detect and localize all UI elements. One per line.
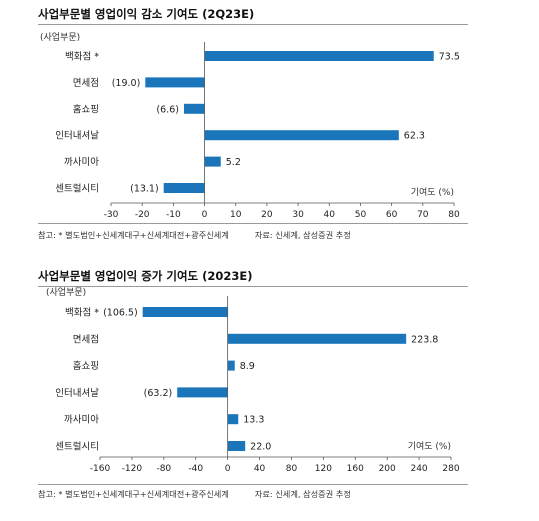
x-tick-label: 30 [292,210,304,220]
category-label: 까사미아 [64,415,99,426]
x-tick-label: -120 [122,464,143,474]
category-label: 인터내셔날 [55,388,99,399]
x-tick-label: -30 [104,210,119,220]
bar [227,414,239,425]
x-tick-label: -20 [135,210,150,220]
bar [204,130,399,141]
x-tick-label: 0 [202,210,208,220]
x-tick-label: 120 [315,464,332,474]
x-tick-label: 40 [254,464,266,474]
x-axis-label: 기여도 (%) [411,186,454,198]
chart-panel-1: 사업부문별 영업이익 감소 기여도 (2Q23E) (사업부문) 백화점 * 73.… [0,0,539,250]
category-header: (사업부문) [40,32,80,43]
x-tick-label: 20 [261,210,273,220]
bar-chart-1: (사업부문) 백화점 * 73.5 면세점 (19.0) 홈쇼핑 (6.6) 인터내셔날 62.… [40,32,460,220]
data-label: 5.2 [226,157,241,168]
category-label: 센트럴시티 [55,184,99,195]
bar [204,51,434,61]
category-header: (사업부문) [46,287,86,298]
data-label: 73.5 [439,52,460,63]
bar [163,183,205,193]
chart-note: 참고: * 별도법인+신세계대구+신세계대전+광주신세계 자료: 신세계, 삼성증… [38,488,351,500]
chart-note: 참고: * 별도법인+신세계대구+신세계대전+광주신세계 자료: 신세계, 삼성증… [38,229,351,241]
data-label: (6.6) [156,104,179,115]
chart-panel-2: 사업부문별 영업이익 증가 기여도 (2023E) (사업부문) 백화점 * (10… [0,262,539,521]
category-label: 홈쇼핑 [73,360,99,372]
bar [227,360,235,371]
data-label: 8.9 [240,361,255,372]
bar [183,103,205,114]
x-tick-label: 80 [286,464,298,474]
bar [204,156,221,167]
category-label: 인터내셔날 [55,131,99,142]
category-label: 홈쇼핑 [73,103,99,115]
data-label: (19.0) [112,78,141,89]
source: 자료: 신세계, 삼성증권 추정 [254,230,351,240]
x-tick-label: 160 [347,464,364,474]
x-tick-label: 280 [442,464,459,474]
x-tick-label: 240 [410,464,427,474]
data-label: 62.3 [404,131,425,142]
data-label: (13.1) [130,184,159,195]
category-label: 센트럴시티 [55,442,99,453]
data-label: (106.5) [103,308,138,319]
title-rule [38,24,468,25]
bar [227,333,407,344]
x-tick-label: 70 [417,210,429,220]
data-label: 223.8 [411,334,438,345]
x-tick-label: 200 [379,464,396,474]
x-tick-label: 80 [448,210,460,220]
x-tick-label: -40 [188,464,203,474]
x-tick-label: 10 [230,210,242,220]
chart-title: 사업부문별 영업이익 증가 기여도 (2023E) [38,269,253,283]
x-tick-label: 40 [324,210,336,220]
data-label: 22.0 [250,442,271,453]
note-rule [38,484,468,485]
x-tick-label: -10 [166,210,181,220]
x-tick-label: 0 [225,464,231,474]
footnote: 참고: * 별도법인+신세계대구+신세계대전+광주신세계 [38,489,229,499]
category-label: 면세점 [73,77,99,89]
bar [177,387,228,398]
bar [227,441,246,451]
category-label: 까사미아 [64,157,99,168]
category-label: 백화점 * [65,51,99,63]
x-tick-label: 60 [386,210,398,220]
category-label: 백화점 * [65,307,99,319]
category-label: 면세점 [73,333,99,345]
footnote: 참고: * 별도법인+신세계대구+신세계대전+광주신세계 [38,230,229,240]
x-axis-label: 기여도 (%) [408,440,451,452]
note-rule [38,223,468,224]
title-rule [38,286,468,287]
data-label: (63.2) [144,388,173,399]
bar [142,307,228,317]
chart-title: 사업부문별 영업이익 감소 기여도 (2Q23E) [38,7,255,21]
source: 자료: 신세계, 삼성증권 추정 [254,489,351,499]
bar-chart-2: (사업부문) 백화점 * (106.5) 면세점 223.8 홈쇼핑 8.9 인터내셔날 (63… [46,287,460,474]
data-label: 13.3 [243,415,264,426]
x-tick-label: -80 [156,464,171,474]
x-tick-label: 50 [355,210,367,220]
x-tick-label: -160 [90,464,111,474]
bar [145,77,205,88]
